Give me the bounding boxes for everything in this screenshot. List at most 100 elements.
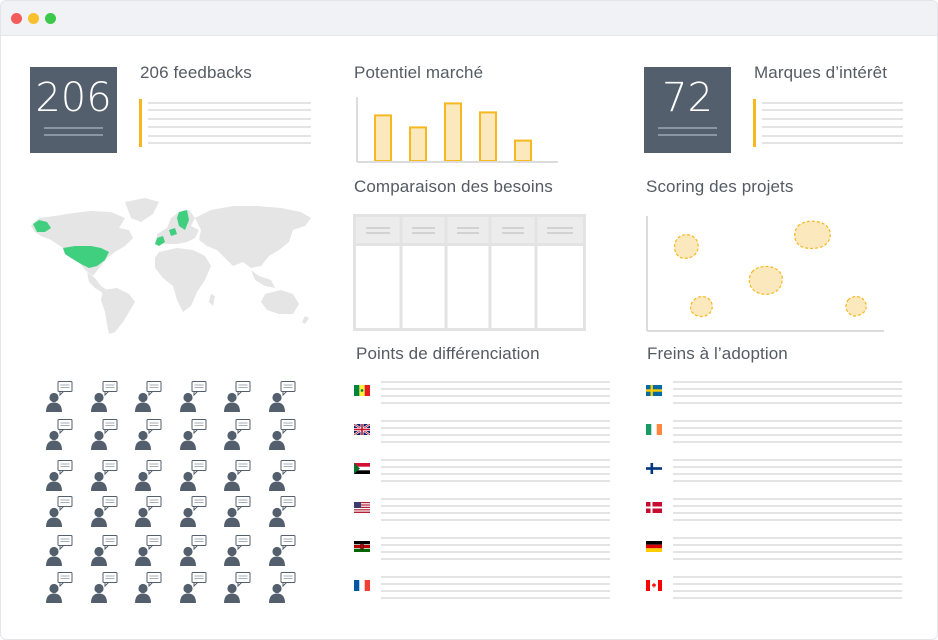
person-feedback-icon: [90, 572, 118, 604]
canada-flag-icon: [646, 578, 662, 591]
germany-highlight: [169, 228, 177, 236]
finland-flag-icon: [646, 461, 662, 474]
text-placeholder-lines: [381, 576, 610, 600]
person-feedback-icon: [268, 460, 296, 492]
text-placeholder-lines: [381, 381, 610, 405]
kenya-flag-icon: [354, 539, 370, 552]
maximize-window-button[interactable]: [45, 13, 56, 24]
person-feedback-icon: [223, 572, 251, 604]
person-feedback-icon: [223, 496, 251, 528]
asia-shape: [195, 206, 311, 268]
person-feedback-icon: [179, 496, 207, 528]
person-feedback-icon: [134, 535, 162, 567]
australia-shape: [261, 290, 299, 314]
france-highlight: [155, 236, 165, 246]
text-placeholder-lines: [673, 498, 902, 522]
africa-shape: [155, 248, 211, 312]
person-feedback-icon: [268, 572, 296, 604]
person-feedback-icon: [179, 419, 207, 451]
brands-stat-box: 72: [644, 67, 731, 153]
brands-count: 72: [662, 75, 713, 121]
person-feedback-icon: [134, 496, 162, 528]
person-feedback-icon: [268, 496, 296, 528]
market-potential-chart: [356, 97, 558, 163]
north-america-shape: [31, 211, 133, 276]
sweden-flag-icon: [646, 383, 662, 396]
feedbacks-title: 206 feedbacks: [140, 63, 252, 82]
market-bar: [409, 126, 427, 162]
brands-title: Marques d’intérêt: [754, 63, 888, 82]
text-placeholder-lines: [381, 537, 610, 561]
project-bubble: [794, 220, 831, 250]
needs-comparison-title: Comparaison des besoins: [354, 177, 553, 196]
market-bar: [444, 102, 462, 162]
scandinavia-highlight: [177, 210, 189, 230]
france-flag-icon: [354, 578, 370, 591]
person-feedback-icon: [45, 496, 73, 528]
feedbacks-count: 206: [35, 75, 112, 121]
text-placeholder-lines: [673, 420, 902, 444]
person-feedback-icon: [45, 572, 73, 604]
person-feedback-icon: [223, 419, 251, 451]
project-scoring-chart: [646, 216, 884, 332]
denmark-flag-icon: [646, 500, 662, 513]
market-bar: [479, 111, 497, 162]
title-bar: [1, 1, 937, 36]
market-potential-title: Potentiel marché: [354, 63, 484, 82]
person-feedback-icon: [268, 535, 296, 567]
person-feedback-icon: [179, 381, 207, 413]
person-feedback-icon: [134, 419, 162, 451]
person-feedback-icon: [268, 419, 296, 451]
differentiation-title: Points de différenciation: [356, 344, 540, 363]
feedbacks-stat-box: 206: [30, 67, 117, 153]
greenland-shape: [125, 198, 159, 222]
people-grid: [45, 381, 305, 611]
person-feedback-icon: [179, 535, 207, 567]
text-placeholder-lines: [381, 498, 610, 522]
person-feedback-icon: [223, 381, 251, 413]
minimize-window-button[interactable]: [28, 13, 39, 24]
person-feedback-icon: [134, 572, 162, 604]
person-feedback-icon: [90, 535, 118, 567]
germany-flag-icon: [646, 539, 662, 552]
person-feedback-icon: [134, 460, 162, 492]
sudan-flag-icon: [354, 461, 370, 474]
alaska-highlight: [33, 220, 51, 232]
person-feedback-icon: [134, 381, 162, 413]
close-window-button[interactable]: [11, 13, 22, 24]
person-feedback-icon: [223, 535, 251, 567]
person-feedback-icon: [90, 496, 118, 528]
text-placeholder-lines: [673, 537, 902, 561]
adoption-barriers-title: Freins à l’adoption: [647, 344, 788, 363]
project-scoring-title: Scoring des projets: [646, 177, 794, 196]
person-feedback-icon: [45, 535, 73, 567]
person-feedback-icon: [45, 460, 73, 492]
person-feedback-icon: [179, 460, 207, 492]
world-map: [31, 198, 311, 334]
text-placeholder-lines: [673, 381, 902, 405]
market-bar: [514, 139, 532, 162]
usa-flag-icon: [354, 500, 370, 513]
uk-flag-icon: [353, 422, 371, 436]
senegal-flag-icon: [354, 383, 370, 396]
project-bubble: [689, 295, 713, 318]
person-feedback-icon: [90, 419, 118, 451]
needs-comparison-table: [353, 214, 586, 331]
person-feedback-icon: [179, 572, 207, 604]
person-feedback-icon: [223, 460, 251, 492]
person-feedback-icon: [45, 381, 73, 413]
adoption-barriers-list: [645, 381, 905, 611]
project-bubble: [845, 295, 867, 317]
central-america-shape: [87, 272, 107, 293]
project-bubble: [673, 234, 699, 259]
text-placeholder-lines: [381, 459, 610, 483]
differentiation-list: [353, 381, 613, 611]
project-bubble: [748, 265, 783, 295]
person-feedback-icon: [268, 381, 296, 413]
usa-highlight: [63, 246, 109, 268]
accent-bar: [753, 99, 756, 147]
brands-text-lines: [753, 99, 903, 149]
person-feedback-icon: [45, 419, 73, 451]
text-placeholder-lines: [673, 459, 902, 483]
